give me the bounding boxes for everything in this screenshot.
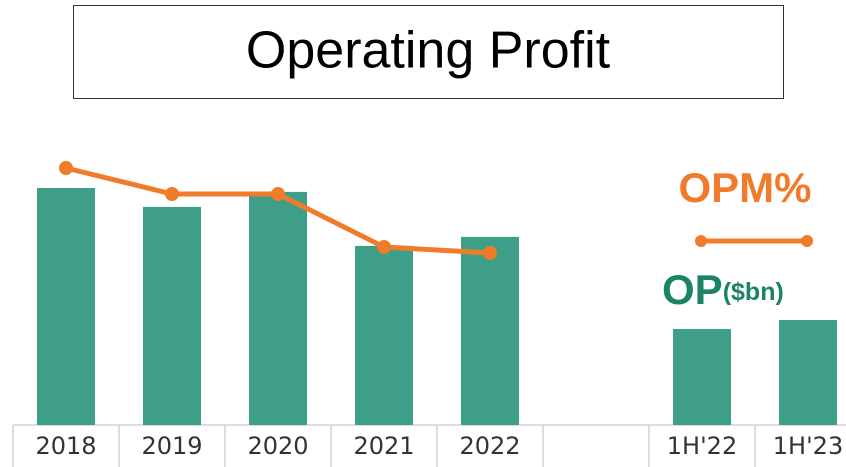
title-box bbox=[73, 5, 784, 99]
line-point bbox=[377, 240, 391, 254]
chart-title: Operating Profit bbox=[246, 22, 611, 80]
line-point bbox=[165, 187, 179, 201]
line-point bbox=[59, 161, 73, 175]
line-point bbox=[271, 187, 285, 201]
bar bbox=[37, 188, 95, 425]
bar bbox=[673, 329, 731, 425]
legend: OPM% OP($bn) bbox=[662, 164, 813, 313]
bar bbox=[355, 245, 413, 425]
line-point bbox=[483, 246, 497, 260]
x-tick-label: 2021 bbox=[353, 432, 414, 460]
x-tick-label: 2020 bbox=[247, 432, 308, 460]
x-tick-label: 2018 bbox=[35, 432, 96, 460]
x-tick-label: 1H'23 bbox=[773, 432, 843, 460]
legend-marker bbox=[801, 235, 813, 247]
x-tick-label: 2022 bbox=[459, 432, 520, 460]
bar bbox=[249, 191, 307, 425]
legend-label: OP($bn) bbox=[662, 266, 784, 313]
legend-marker bbox=[695, 235, 707, 247]
bar bbox=[779, 320, 837, 425]
bar bbox=[461, 236, 519, 425]
x-tick-label: 2019 bbox=[141, 432, 202, 460]
bar bbox=[143, 206, 201, 425]
x-tick-label: 1H'22 bbox=[667, 432, 737, 460]
legend-label: OPM% bbox=[678, 164, 811, 211]
